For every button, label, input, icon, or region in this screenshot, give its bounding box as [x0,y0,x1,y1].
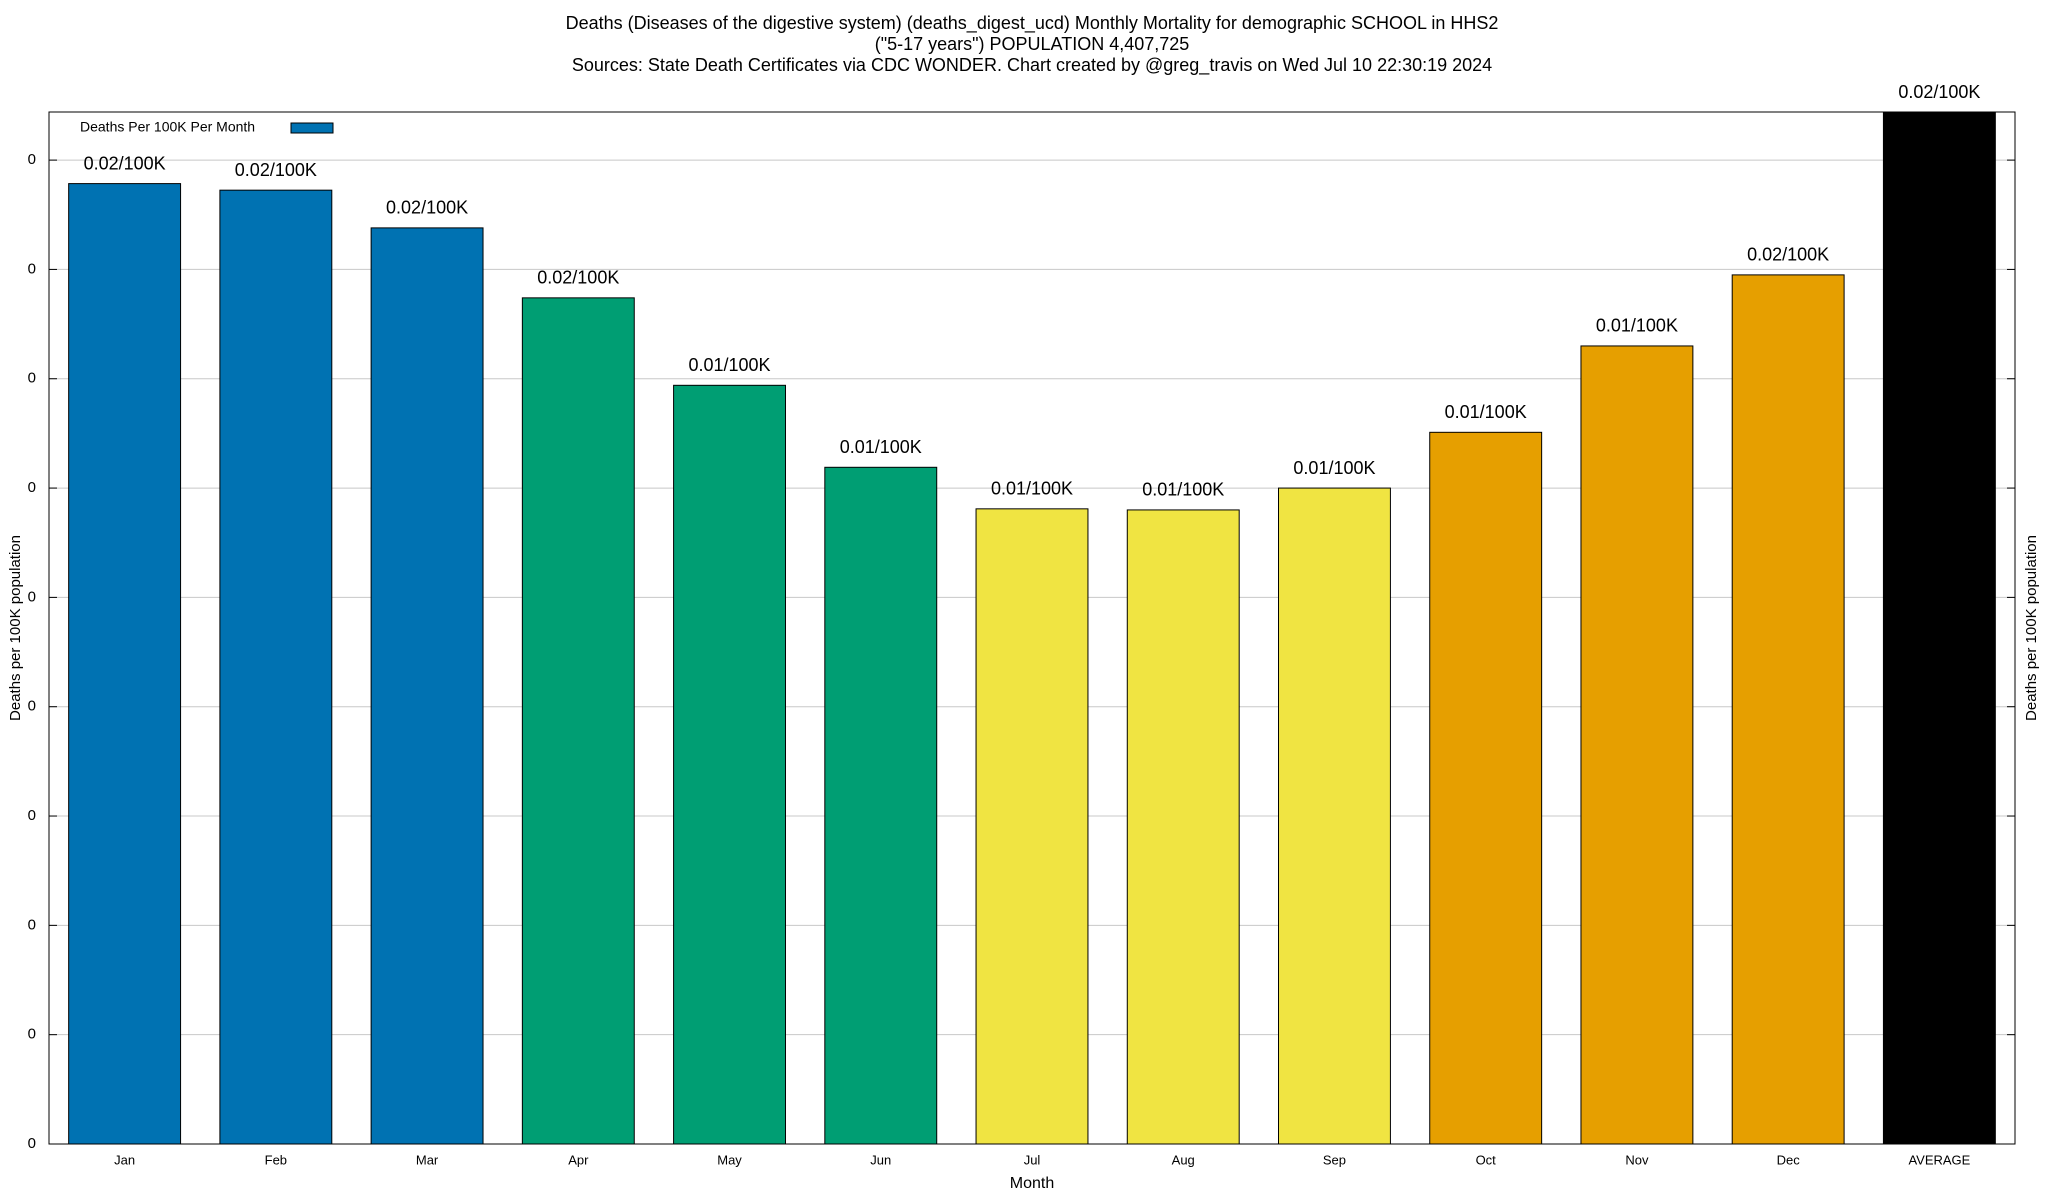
value-label: 0.02/100K [84,153,166,173]
x-tick-label: AVERAGE [1908,1152,1970,1167]
x-tick-label: Nov [1625,1152,1649,1167]
x-tick-label: Apr [568,1152,589,1167]
value-label: 0.01/100K [991,479,1073,499]
value-label: 0.01/100K [688,355,770,375]
value-label: 0.01/100K [1142,480,1224,500]
x-tick-label: Sep [1323,1152,1346,1167]
plot-frame [48,111,2016,1145]
chart-title: ("5-17 years") POPULATION 4,407,725 [875,34,1190,54]
x-tick-label: Aug [1172,1152,1195,1167]
legend-label: Deaths Per 100K Per Month [80,119,255,135]
bar [673,384,786,1145]
x-axis-label: Month [1010,1175,1054,1192]
bar [370,227,484,1145]
value-label: 0.02/100K [537,268,619,288]
x-tick-label: Jan [114,1152,135,1167]
x-tick-label: Oct [1476,1152,1497,1167]
bar [824,466,938,1145]
y-axis-label: Deaths per 100K population [7,535,24,721]
x-tick-label: Jul [1024,1152,1041,1167]
y-tick-label: 0 [28,1026,36,1043]
x-tick-label: Feb [265,1152,287,1167]
bar [1882,111,1996,1145]
value-label: 0.02/100K [1747,245,1829,265]
legend-swatch [290,122,334,134]
bar [1126,509,1240,1145]
y-tick-label: 0 [28,479,36,496]
x-tick-label: May [717,1152,742,1167]
bar [1731,274,1845,1145]
bar [1580,345,1694,1145]
y-tick-label: 0 [28,916,36,933]
x-tick-label: Mar [416,1152,439,1167]
y-tick-label: 0 [28,370,36,387]
x-tick-label: Jun [870,1152,891,1167]
bar [975,508,1089,1145]
y-tick-label: 0 [28,151,36,168]
value-label: 0.01/100K [1596,316,1678,336]
chart-title: Deaths (Diseases of the digestive system… [566,13,1499,34]
bar [1278,487,1391,1145]
value-label: 0.02/100K [235,160,317,180]
y-tick-label: 0 [28,260,36,277]
chart-title: Sources: State Death Certificates via CD… [572,55,1492,76]
bar [1429,431,1543,1145]
bar [68,183,182,1145]
y-tick-label: 0 [28,807,36,824]
value-label: 0.01/100K [1445,402,1527,422]
y2-axis-label: Deaths per 100K population [2023,535,2040,721]
y-tick-label: 0 [28,698,36,715]
x-tick-label: Dec [1777,1152,1801,1167]
value-label: 0.01/100K [840,437,922,457]
bar [521,297,635,1145]
value-label: 0.02/100K [1898,82,1980,102]
value-label: 0.02/100K [386,198,468,218]
bar [219,189,333,1145]
y-tick-label: 0 [28,588,36,605]
y-tick-label: 0 [28,1135,36,1152]
value-label: 0.01/100K [1293,458,1375,478]
